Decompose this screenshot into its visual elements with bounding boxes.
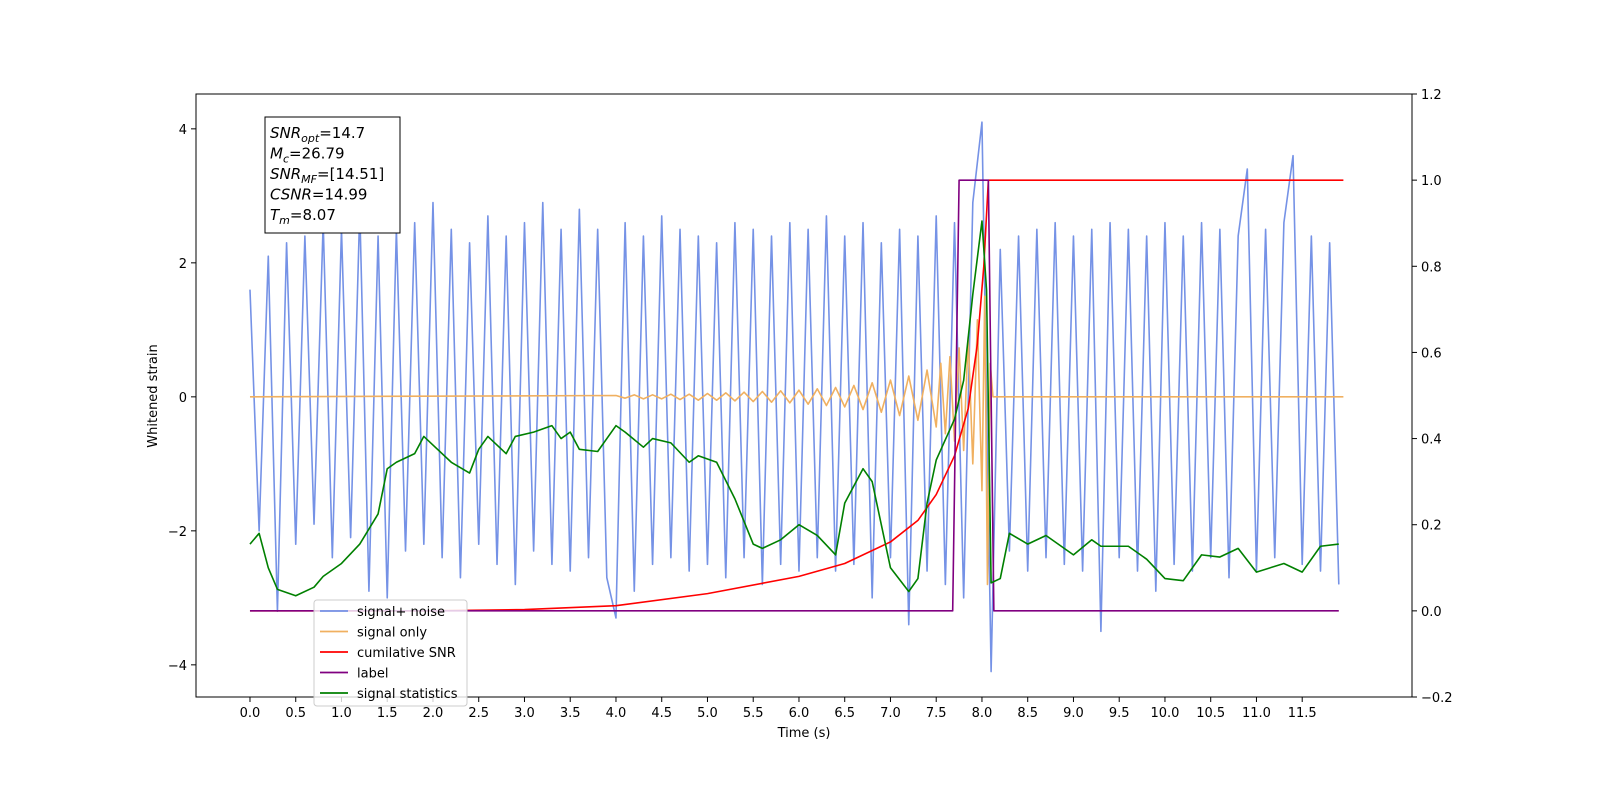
y2-tick-label: 1.2 [1421,88,1442,103]
annotation: SNRMF=[14.51] [270,165,384,186]
x-tick-label: 4.5 [651,706,672,721]
x-tick-label: 5.5 [743,706,764,721]
x-tick-label: 3.5 [560,706,581,721]
y2-tick-label: 0.2 [1421,519,1442,534]
legend-label: label [357,667,388,682]
annotation: SNRopt=14.7 [270,124,365,145]
x-tick-label: 6.5 [834,706,855,721]
annotation-text: =8.07 [290,206,336,224]
annotation-symbol: CSNR [270,186,312,204]
x-tick-label: 9.0 [1063,706,1084,721]
x-tick-label: 2.0 [423,706,444,721]
series-line [249,179,1339,612]
x-tick-label: 2.5 [468,706,489,721]
annotation: CSNR=14.99 [270,186,367,204]
annotation-text: =26.79 [289,145,345,163]
x-tick-label: 5.0 [697,706,718,721]
x-tick-label: 8.5 [1017,706,1038,721]
annotation-text: =14.99 [312,186,368,204]
series-line [249,295,1344,586]
x-tick-label: 1.5 [377,706,398,721]
annotation-subscript: opt [301,132,320,145]
annotation-text: =[14.51] [317,165,384,183]
annotation-subscript: c [283,153,289,166]
x-tick-label: 10.5 [1196,706,1225,721]
y2-tick-label: −0.2 [1421,691,1453,706]
x-tick-label: 6.0 [789,706,810,721]
y-axis-label: Whitened strain [146,344,161,447]
annotation: Mc=26.79 [270,145,345,166]
legend-label: signal only [357,626,427,641]
x-axis-label: Time (s) [777,726,831,741]
annotation-subscript: m [279,214,290,227]
x-tick-label: 8.0 [972,706,993,721]
annotation-symbol: SNR [270,165,301,183]
legend-label: signal+ noise [357,605,445,620]
y-tick-label: −2 [168,525,187,540]
plot-frame [195,93,1413,698]
annotation-box [264,116,401,234]
x-tick-label: 11.5 [1288,706,1317,721]
annotation-symbol: M [270,145,283,163]
x-tick-label: 0.5 [285,706,306,721]
y2-tick-label: 0.4 [1421,433,1442,448]
annotation-symbol: SNR [270,124,301,142]
y-tick-label: 2 [179,257,187,272]
y-tick-label: 0 [179,391,187,406]
annotation-text: =14.7 [319,124,365,142]
x-tick-label: 9.5 [1109,706,1130,721]
series-line [249,179,1344,612]
x-tick-label: 11.0 [1242,706,1271,721]
legend-label: cumilative SNR [357,646,456,661]
x-tick-label: 10.0 [1150,706,1179,721]
legend-label: signal statistics [357,687,458,702]
y2-tick-label: 1.0 [1421,174,1442,189]
x-tick-label: 4.0 [606,706,627,721]
y2-tick-label: 0.0 [1421,605,1442,620]
legend-box [313,599,468,707]
annotation-symbol: T [270,206,281,224]
y2-tick-label: 0.8 [1421,260,1442,275]
x-tick-label: 3.0 [514,706,535,721]
x-tick-label: 7.0 [880,706,901,721]
x-tick-label: 0.0 [240,706,261,721]
y-tick-label: 4 [179,123,187,138]
y2-tick-label: 0.6 [1421,346,1442,361]
x-tick-label: 1.0 [331,706,352,721]
annotation-subscript: MF [301,173,317,186]
y-tick-label: −4 [168,659,187,674]
annotation: Tm=8.07 [270,206,336,227]
x-tick-label: 7.5 [926,706,947,721]
series-line [249,220,1339,597]
